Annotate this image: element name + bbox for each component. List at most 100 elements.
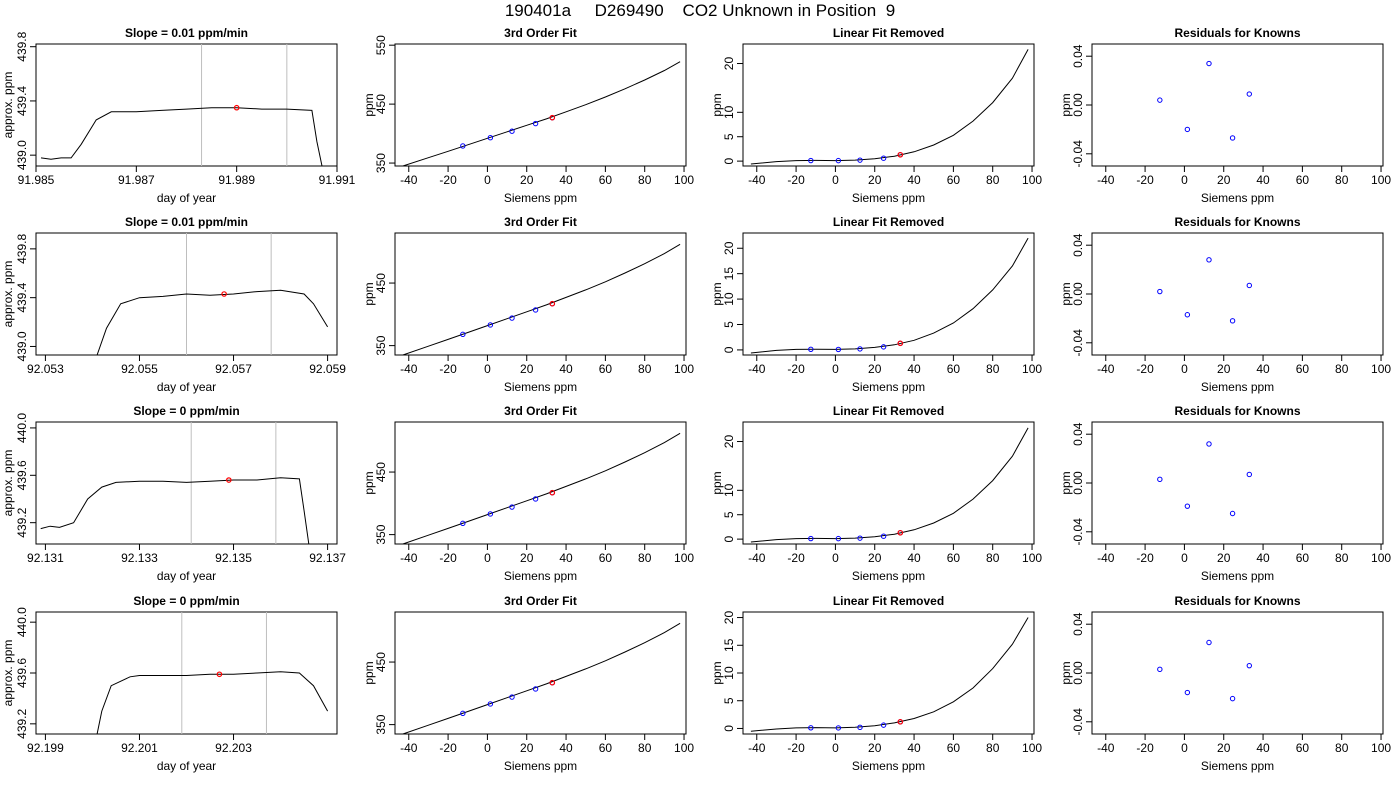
y-tick-label: 439.6	[15, 460, 29, 490]
x-tick-label: 92.137	[309, 551, 346, 565]
plot-frame	[1091, 611, 1384, 735]
x-axis-label: day of year	[157, 380, 216, 394]
x-tick-label: 92.055	[121, 362, 158, 376]
plot-area	[40, 422, 310, 544]
x-tick-label: 20	[520, 551, 534, 565]
x-tick-label: 60	[1296, 362, 1310, 376]
x-axis-label: day of year	[157, 191, 216, 205]
plot-frame	[1091, 232, 1384, 356]
chart-panel: Residuals for Knowns -40 -20 0 20 40 60 80 100 -0…	[1059, 404, 1391, 583]
x-tick-label: 20	[1217, 173, 1231, 187]
x-tick-label: 80	[638, 741, 652, 755]
plot-area	[402, 622, 681, 734]
y-tick-label: 439.4	[15, 282, 29, 312]
y-tick-label: 550	[374, 35, 388, 55]
plot-frame	[394, 43, 687, 167]
y-tick-label: 450	[374, 462, 388, 482]
series-line	[40, 477, 310, 544]
x-tick-label: 40	[1256, 551, 1270, 565]
x-tick-label: -40	[1097, 362, 1115, 376]
y-tick-label: 0	[722, 725, 736, 732]
known-point	[1206, 60, 1212, 67]
x-axis-label: Siemens ppm	[1201, 191, 1274, 205]
plot-area	[96, 612, 329, 734]
x-tick-label: 60	[599, 551, 613, 565]
y-tick-label: 0.00	[1071, 661, 1085, 685]
known-point	[1206, 441, 1212, 447]
y-tick-label: 0.00	[1071, 282, 1085, 306]
chart-title: 3rd Order Fit	[504, 215, 577, 229]
unknown-point	[233, 104, 240, 111]
x-tick-label: 0	[1181, 741, 1188, 755]
y-axis-label: approx. ppm	[1, 261, 15, 328]
x-axis-label: Siemens ppm	[504, 380, 577, 394]
known-point	[857, 157, 863, 163]
x-tick-label: 20	[1217, 551, 1231, 565]
x-tick-label: -40	[748, 551, 766, 565]
x-tick-label: 92.059	[309, 362, 346, 376]
x-tick-label: 60	[947, 173, 961, 187]
x-axis-label: Siemens ppm	[1201, 380, 1274, 394]
plot-area	[402, 61, 681, 166]
x-tick-label: -40	[400, 741, 418, 755]
known-point	[487, 511, 494, 517]
x-tick-label: -40	[1097, 551, 1115, 565]
x-axis-label: Siemens ppm	[504, 759, 577, 773]
x-tick-label: 92.133	[121, 551, 158, 565]
chart-title: 3rd Order Fit	[504, 594, 577, 608]
chart-panel: Residuals for Knowns -40 -20 0 20 40 60 80 100 -0…	[1059, 215, 1391, 394]
known-point	[1229, 318, 1236, 324]
known-point	[1157, 476, 1163, 483]
plot-area	[750, 617, 1029, 732]
x-tick-label: 40	[559, 741, 573, 755]
y-axis-label: ppm	[710, 282, 724, 305]
unknown-point	[549, 679, 556, 686]
x-tick-label: 60	[1296, 173, 1310, 187]
x-tick-label: 0	[832, 551, 839, 565]
plot-frame	[742, 43, 1035, 167]
y-axis-label: ppm	[710, 661, 724, 684]
series-line	[402, 243, 681, 355]
y-tick-label: 15	[722, 267, 736, 281]
x-tick-label: 40	[907, 551, 921, 565]
unknown-point	[549, 489, 556, 496]
unknown-point	[897, 718, 904, 725]
x-tick-label: 60	[1296, 551, 1310, 565]
x-tick-label: 80	[638, 551, 652, 565]
known-point	[1157, 288, 1163, 295]
y-tick-label: 5	[722, 697, 736, 704]
x-tick-label: 91.985	[18, 173, 55, 187]
x-tick-label: 0	[484, 362, 491, 376]
known-point	[835, 725, 842, 731]
x-tick-label: 91.991	[319, 173, 356, 187]
x-tick-label: 100	[1022, 362, 1042, 376]
x-tick-label: -40	[748, 362, 766, 376]
plot-area	[750, 49, 1029, 165]
x-tick-label: 0	[1181, 173, 1188, 187]
x-axis-label: Siemens ppm	[852, 759, 925, 773]
known-point	[808, 346, 814, 353]
y-tick-label: -0.04	[1071, 518, 1085, 546]
y-tick-label: 10	[722, 292, 736, 306]
x-axis-label: Siemens ppm	[1201, 569, 1274, 583]
chart-panel: Slope = 0 ppm/min 92.131 92.133 92.135 92.13…	[1, 404, 346, 583]
x-axis-label: day of year	[157, 759, 216, 773]
unknown-point	[216, 671, 223, 678]
y-axis-label: approx. ppm	[1, 640, 15, 707]
y-tick-label: 439.8	[15, 234, 29, 264]
chart-title: Residuals for Knowns	[1174, 215, 1300, 229]
y-tick-label: 350	[374, 153, 388, 173]
x-axis-label: Siemens ppm	[504, 191, 577, 205]
chart-title: Residuals for Knowns	[1174, 594, 1300, 608]
y-tick-label: 0	[722, 346, 736, 353]
x-tick-label: 20	[868, 741, 882, 755]
known-point	[857, 346, 863, 352]
y-tick-label: 439.8	[15, 31, 29, 61]
known-point	[1229, 510, 1236, 517]
x-tick-label: 60	[947, 362, 961, 376]
plot-frame	[394, 421, 687, 545]
y-tick-label: 20	[722, 57, 736, 71]
x-tick-label: -40	[400, 173, 418, 187]
